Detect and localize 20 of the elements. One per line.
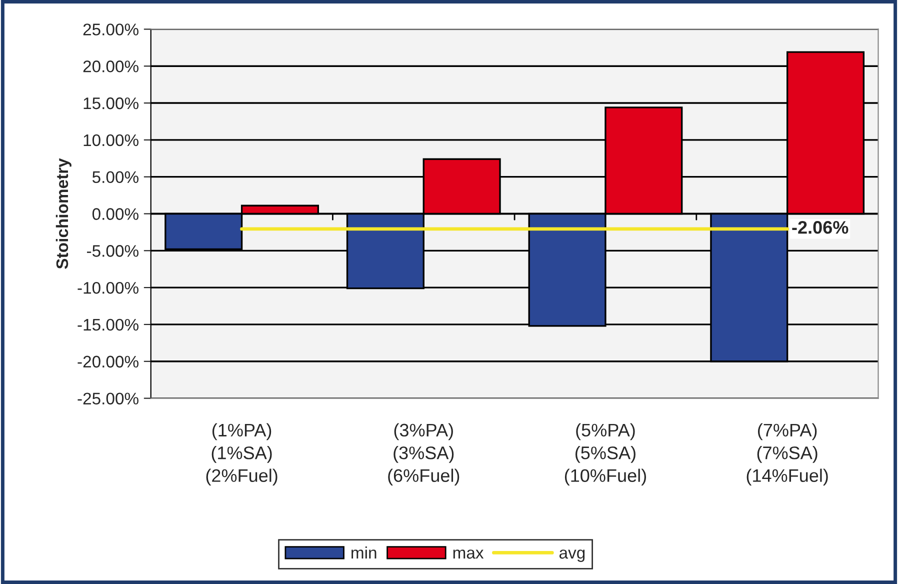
legend-label: avg	[559, 550, 585, 562]
y-tick-label: -20.00%	[78, 356, 138, 368]
y-axis-title: Stoichiometry	[56, 158, 72, 269]
y-tick-label: 5.00%	[92, 171, 138, 184]
x-tick-label: (3%PA) (3%SA) (6%Fuel)	[388, 423, 460, 486]
y-tick-label: -25.00%	[78, 392, 138, 404]
y-tick-label: -5.00%	[86, 245, 138, 257]
y-tick-label: 15.00%	[84, 97, 138, 110]
legend-label: min	[352, 546, 376, 559]
x-tick-label: (1%PA) (1%SA) (2%Fuel)	[206, 423, 278, 486]
x-tick-label: (5%PA) (5%SA) (10%Fuel)	[564, 423, 646, 486]
legend-label: max	[453, 550, 484, 559]
y-tick-label: 0.00%	[92, 208, 138, 220]
x-tick-label: (7%PA) (7%SA) (14%Fuel)	[746, 423, 828, 486]
y-tick-label: 25.00%	[83, 24, 138, 36]
data-label: -2.06%	[792, 221, 848, 234]
y-tick-label: 10.00%	[84, 134, 138, 146]
y-tick-label: -10.00%	[78, 282, 138, 294]
y-tick-label: 20.00%	[83, 60, 138, 72]
y-tick-label: -15.00%	[78, 318, 138, 331]
